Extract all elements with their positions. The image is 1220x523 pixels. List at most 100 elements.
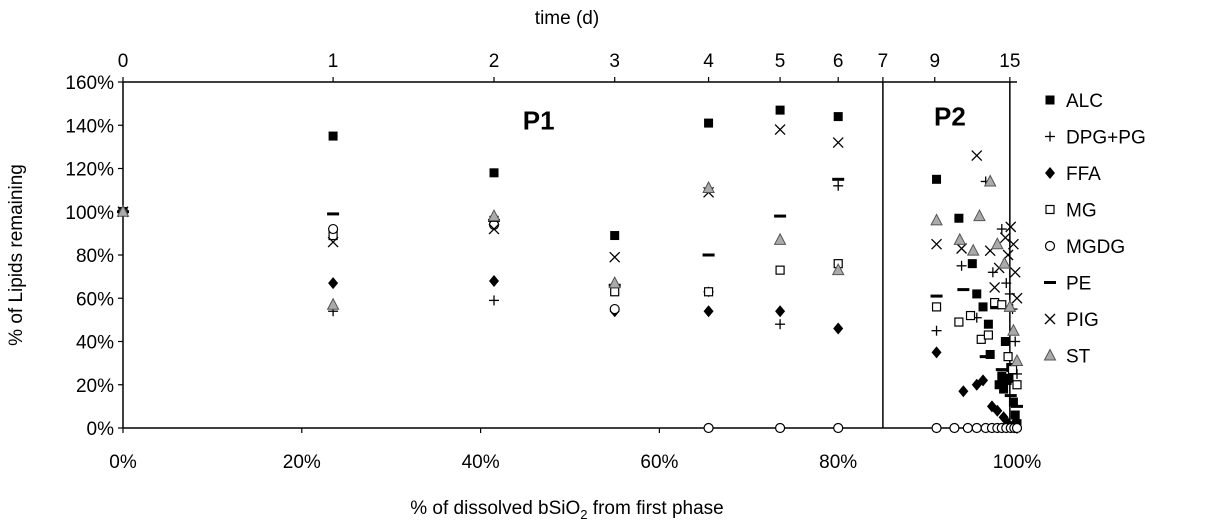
top-tick-label: 3 (609, 51, 620, 72)
point-dpg-pg (833, 180, 844, 191)
point-dpg-pg (956, 260, 967, 271)
x-tick-label: 20% (283, 452, 321, 473)
point-dpg-pg (931, 325, 942, 336)
y-tick-label: 40% (76, 333, 114, 354)
y-tick-label: 120% (65, 160, 114, 181)
phase-label-p1: P1 (523, 106, 555, 136)
y-tick-label: 80% (76, 246, 114, 267)
series-st (116, 174, 1024, 366)
legend-marker-pig (1044, 313, 1056, 325)
legend-marker-dpg-pg (1045, 131, 1055, 142)
y-tick-label: 20% (76, 376, 114, 397)
point-mg (703, 287, 714, 297)
point-mgdg (327, 223, 339, 235)
point-alc (985, 349, 995, 359)
top-tick-label: 4 (703, 51, 714, 72)
point-ffa (978, 374, 989, 387)
x-axis-title: % of dissolved bSiO2 from first phase (410, 498, 723, 522)
point-st (773, 232, 787, 245)
point-alc (954, 213, 964, 223)
point-st (831, 263, 845, 276)
point-dpg-pg (489, 295, 500, 306)
point-alc (704, 118, 714, 128)
top-tick-label: 7 (878, 51, 889, 72)
point-mg (931, 302, 942, 312)
plot-area: 0%20%40%60%80%100%120%140%160%0% 20% 40% 60… (65, 51, 1041, 473)
point-st (1007, 323, 1020, 336)
point-ffa (931, 346, 942, 359)
series-pig (117, 124, 1023, 304)
top-tick-label: 6 (833, 51, 844, 72)
point-alc (1008, 397, 1018, 407)
legend-marker-alc (1045, 95, 1055, 105)
point-st (973, 208, 986, 222)
point-mgdg (833, 422, 844, 434)
legend-marker-st (1043, 348, 1057, 361)
point-mgdg (931, 422, 942, 434)
point-mgdg (971, 422, 982, 434)
legend-marker-mg (1045, 204, 1055, 215)
point-mgdg (774, 422, 786, 434)
point-mgdg (962, 422, 973, 434)
legend-label-mg: MG (1066, 201, 1097, 222)
point-pig (1007, 238, 1019, 250)
point-ffa (703, 305, 714, 318)
point-mg (1003, 352, 1013, 362)
point-st (998, 256, 1011, 269)
x-axis-title-main: % of dissolved bSiO (410, 498, 580, 519)
point-alc (1000, 337, 1010, 346)
top-tick-label: 0 (118, 51, 129, 72)
x-tick-label: 80% (819, 452, 857, 473)
point-alc (1004, 373, 1014, 383)
point-alc (983, 319, 993, 329)
point-mgdg (1011, 422, 1023, 434)
point-dpg-pg (987, 267, 998, 278)
point-ffa (775, 305, 786, 318)
series-alc (118, 105, 1022, 429)
point-dpg-pg (775, 319, 786, 330)
series-ffa (118, 205, 1022, 434)
point-pig (971, 150, 983, 161)
point-st (953, 232, 967, 245)
point-st (983, 174, 997, 187)
point-mg (954, 317, 964, 327)
x-axis-title-tail: from first phase (588, 498, 724, 519)
point-ffa (489, 274, 500, 287)
x-tick-label: 0% (109, 452, 137, 473)
point-mg (775, 265, 785, 275)
legend-marker-mgdg (1044, 240, 1056, 252)
point-st (702, 180, 715, 193)
legend-label-ffa: FFA (1066, 164, 1101, 185)
point-mg (1012, 380, 1022, 390)
point-pig (609, 251, 621, 263)
point-alc (328, 131, 338, 141)
point-pig (1005, 221, 1017, 233)
series-pe (117, 177, 1023, 408)
point-st (966, 243, 980, 256)
top-tick-label: 9 (929, 51, 940, 72)
point-pig (1009, 266, 1021, 278)
y-tick-label: 100% (65, 203, 114, 224)
legend-label-st: ST (1066, 347, 1091, 368)
point-pig (774, 124, 786, 136)
point-ffa (328, 277, 339, 290)
top-tick-label: 1 (328, 51, 339, 72)
point-pig (1011, 292, 1023, 304)
point-pig (931, 238, 942, 250)
point-alc (932, 174, 942, 184)
point-st (1003, 299, 1017, 312)
y-tick-label: 60% (76, 289, 114, 310)
point-st (608, 276, 622, 289)
point-st (1010, 353, 1024, 366)
point-alc (999, 384, 1009, 394)
top-tick-label: 15 (999, 51, 1020, 72)
point-pig (956, 243, 968, 254)
point-mgdg (949, 422, 960, 434)
point-ffa (833, 322, 844, 335)
x-tick-label: 60% (640, 452, 678, 473)
series-dpg-pg (118, 176, 1022, 379)
point-pig (327, 236, 339, 248)
y-tick-label: 140% (65, 116, 114, 137)
legend-label-alc: ALC (1066, 91, 1103, 112)
